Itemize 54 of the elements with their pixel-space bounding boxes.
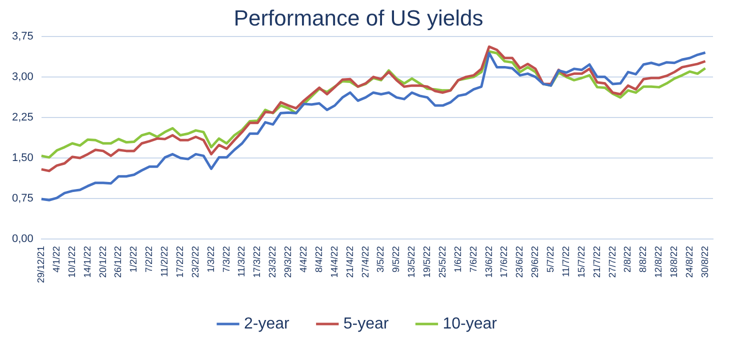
x-tick-label: 8/8/22: [638, 246, 650, 272]
x-tick-label: 8/4/22: [314, 246, 325, 272]
x-tick-label: 1/6/22: [452, 246, 464, 272]
x-tick-label: 23/6/22: [514, 246, 526, 278]
chart-title: Performance of US yields: [234, 5, 484, 30]
x-tick-label: 1/2/22: [128, 246, 140, 272]
x-tick-label: 27/4/22: [360, 246, 372, 278]
x-tick-label: 26/1/22: [113, 246, 124, 278]
x-tick-label: 17/3/22: [252, 246, 264, 278]
x-tick-label: 9/5/22: [391, 246, 402, 272]
x-tick-label: 17/2/22: [174, 246, 186, 278]
x-tick-label: 7/2/22: [144, 246, 156, 272]
y-tick-label: 3,75: [12, 30, 34, 42]
x-tick-label: 23/2/22: [190, 246, 202, 278]
x-tick-label: 29/12/21: [36, 246, 48, 284]
y-tick-label: 0,00: [12, 233, 34, 246]
x-tick-label: 20/1/22: [98, 246, 109, 278]
x-tick-label: 30/8/22: [700, 246, 711, 278]
x-tick-label: 24/8/22: [684, 246, 696, 278]
x-tick-label: 1/3/22: [206, 246, 217, 272]
x-tick-label: 10/1/22: [66, 246, 78, 278]
x-tick-label: 13/6/22: [484, 246, 495, 278]
x-tick-label: 11/2/22: [160, 246, 171, 278]
x-tick-label: 5/7/22: [546, 246, 557, 272]
x-tick-label: 13/5/22: [406, 246, 418, 278]
x-tick-label: 14/4/22: [329, 246, 340, 278]
x-tick-label: 11/7/22: [560, 246, 572, 278]
x-tick-label: 25/5/22: [437, 246, 448, 278]
x-tick-label: 29/3/22: [283, 246, 294, 278]
legend-label: 2-year: [244, 315, 290, 332]
x-tick-label: 7/3/22: [221, 246, 232, 272]
x-tick-label: 17/6/22: [499, 246, 510, 278]
x-tick-label: 7/6/22: [468, 246, 480, 272]
x-tick-label: 21/4/22: [344, 246, 356, 278]
x-tick-label: 12/8/22: [654, 246, 665, 278]
legend-label: 10-year: [442, 315, 498, 332]
y-tick-label: 0,75: [12, 192, 34, 205]
x-tick-label: 4/4/22: [298, 246, 310, 272]
x-tick-label: 19/5/22: [422, 246, 434, 278]
legend-label: 5-year: [343, 315, 390, 332]
x-tick-label: 11/3/22: [236, 246, 248, 278]
x-tick-label: 14/1/22: [82, 246, 94, 278]
x-tick-label: 18/8/22: [669, 246, 680, 278]
x-tick-label: 23/3/22: [268, 246, 279, 278]
x-tick-label: 21/7/22: [592, 246, 603, 278]
x-tick-label: 15/7/22: [576, 246, 588, 278]
y-tick-label: 3,00: [12, 70, 34, 83]
x-tick-label: 29/6/22: [530, 246, 542, 278]
x-tick-label: 2/8/22: [622, 246, 634, 272]
y-tick-label: 1,50: [12, 152, 34, 164]
x-tick-label: 27/7/22: [607, 246, 618, 278]
x-tick-label: 3/5/22: [376, 246, 387, 272]
x-tick-label: 4/1/22: [51, 246, 62, 272]
y-tick-label: 2,25: [12, 111, 34, 124]
